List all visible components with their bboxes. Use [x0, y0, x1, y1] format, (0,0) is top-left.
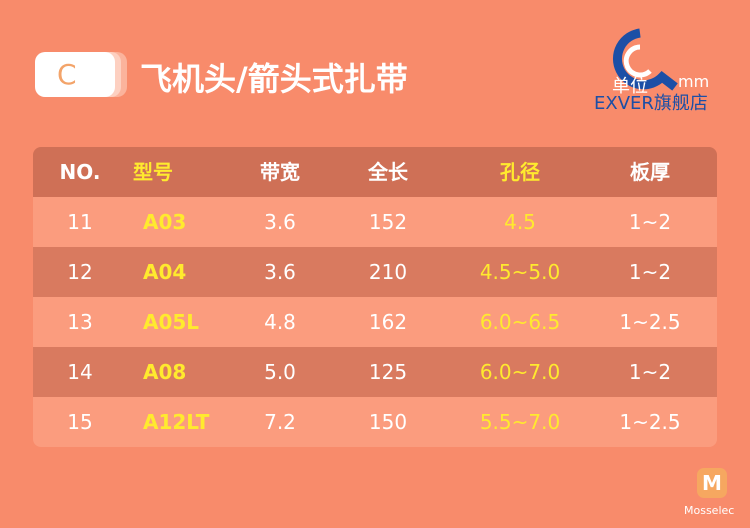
title: 飞机头/箭头式扎带	[140, 60, 408, 98]
table-cell: 1~2	[628, 210, 672, 234]
table-cell: A04	[143, 260, 187, 284]
logo-shape	[623, 44, 652, 78]
column-header: 带宽	[260, 160, 300, 184]
table-row: 12 A04 3.6 210 4.5~5.0 1~2	[33, 247, 717, 297]
table-cell: 4.5~5.0	[479, 260, 561, 284]
table-cell: 125	[368, 360, 408, 384]
spec-table: NO. 型号 带宽 全长 孔径 板厚 11 A03 3.6 152 4.5 1~2 12 A04 3.6 21…	[33, 147, 717, 447]
table-cell: 3.6	[264, 260, 296, 284]
table-cell: A12LT	[143, 410, 210, 434]
table-cell: 13	[67, 310, 93, 334]
store-name: EXVER旗舰店	[594, 93, 708, 114]
table-cell: 210	[368, 260, 408, 284]
column-header: 全长	[368, 160, 408, 184]
table-cell: 7.2	[264, 410, 296, 434]
table-cell: 1~2	[628, 260, 672, 284]
badge: C	[35, 52, 115, 97]
table-cell: 150	[368, 410, 408, 434]
footer-brand: Mosselec	[684, 504, 735, 517]
table-cell: 1~2.5	[619, 310, 681, 334]
column-header: NO.	[59, 160, 101, 184]
table-cell: 12	[67, 260, 93, 284]
table-cell: 4.8	[264, 310, 296, 334]
logo-shape	[612, 28, 678, 91]
table-cell: 1~2	[628, 360, 672, 384]
table-cell: A03	[143, 210, 187, 234]
column-header: 孔径	[500, 160, 540, 184]
table-cell: 4.5	[504, 210, 536, 234]
table-row: 14 A08 5.0 125 6.0~7.0 1~2	[33, 347, 717, 397]
table-cell: A05L	[143, 310, 200, 334]
table-row: 15 A12LT 7.2 150 5.5~7.0 1~2.5	[33, 397, 717, 447]
table-cell: 1~2.5	[619, 410, 681, 434]
column-header: 型号	[133, 160, 173, 184]
table-cell: 14	[67, 360, 93, 384]
column-header: 板厚	[630, 160, 670, 184]
table-row: 13 A05L 4.8 162 6.0~6.5 1~2.5	[33, 297, 717, 347]
footer-logo: M	[697, 468, 727, 498]
table-cell: 5.0	[264, 360, 296, 384]
table-cell: 162	[368, 310, 408, 334]
unit-label: 单位	[612, 76, 648, 97]
watermark-logo	[612, 28, 678, 91]
table-cell: 15	[67, 410, 93, 434]
table-cell: 152	[368, 210, 408, 234]
table-cell: 3.6	[264, 210, 296, 234]
table-cell: 5.5~7.0	[479, 410, 561, 434]
table-cell: 11	[67, 210, 93, 234]
header-row: NO. 型号 带宽 全长 孔径 板厚	[33, 147, 717, 197]
unit-value: mm	[678, 72, 710, 91]
table-cell: 6.0~6.5	[479, 310, 561, 334]
table-cell: 6.0~7.0	[479, 360, 561, 384]
table-row: 11 A03 3.6 152 4.5 1~2	[33, 197, 717, 247]
table-cell: A08	[143, 360, 187, 384]
